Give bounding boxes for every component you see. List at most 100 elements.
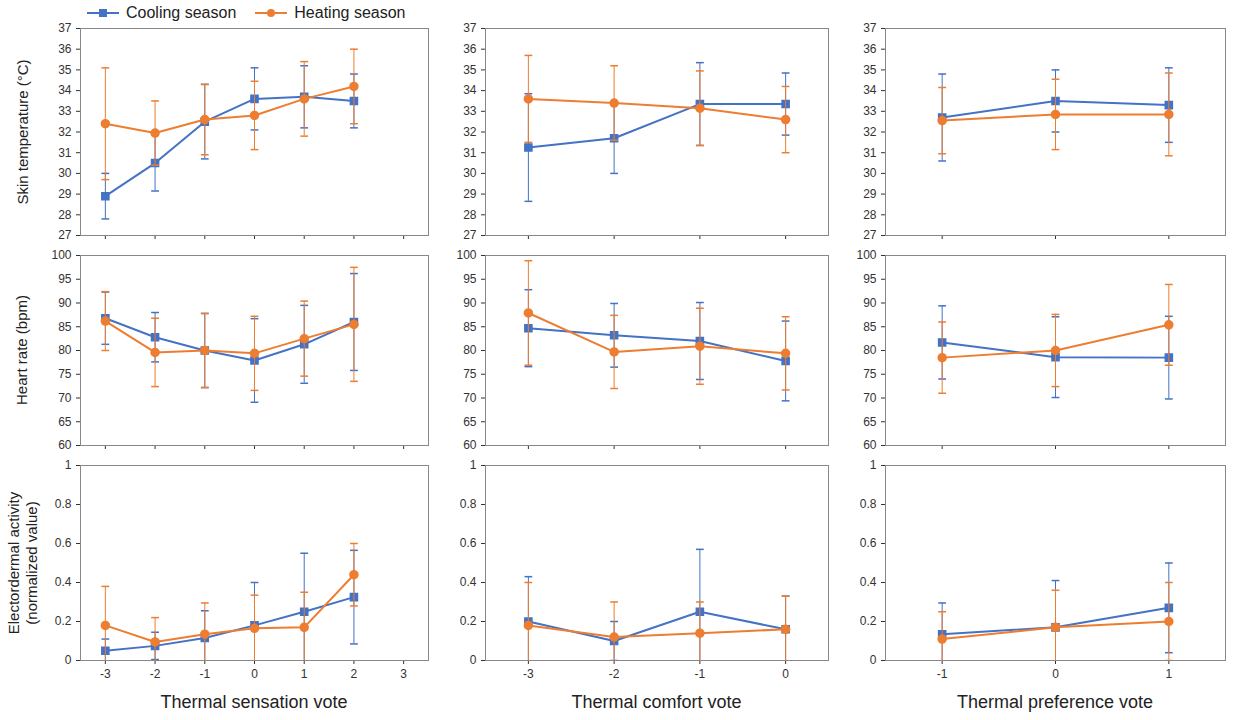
svg-text:32: 32: [463, 125, 477, 139]
svg-text:1: 1: [870, 458, 877, 472]
svg-text:90: 90: [863, 296, 877, 310]
svg-text:34: 34: [58, 83, 72, 97]
svg-text:0: 0: [470, 653, 477, 667]
svg-text:0: 0: [870, 653, 877, 667]
svg-text:-1: -1: [695, 667, 706, 681]
svg-text:95: 95: [863, 272, 877, 286]
svg-text:0: 0: [782, 667, 789, 681]
svg-text:34: 34: [863, 83, 877, 97]
svg-text:65: 65: [463, 415, 477, 429]
html-text:Thermal comfort vote: Thermal comfort vote: [571, 692, 742, 712]
svg-text:33: 33: [58, 104, 72, 118]
svg-text:-2: -2: [150, 667, 161, 681]
html-text:Skin temperature (°C): Skin temperature (°C): [13, 58, 30, 205]
svg-text:31: 31: [463, 146, 477, 160]
svg-text:37: 37: [863, 21, 877, 35]
svg-text:100: 100: [456, 248, 476, 262]
svg-text:-3: -3: [523, 667, 534, 681]
svg-text:27: 27: [863, 228, 877, 242]
svg-text:1: 1: [301, 667, 308, 681]
svg-text:35: 35: [463, 63, 477, 77]
svg-text:28: 28: [58, 208, 72, 222]
svg-text:31: 31: [863, 146, 877, 160]
svg-text:27: 27: [58, 228, 72, 242]
svg-text:1: 1: [470, 458, 477, 472]
svg-text:-1: -1: [199, 667, 210, 681]
svg-text:60: 60: [863, 438, 877, 452]
svg-text:70: 70: [58, 391, 72, 405]
svg-text:29: 29: [863, 187, 877, 201]
svg-text:29: 29: [58, 187, 72, 201]
svg-text:36: 36: [863, 42, 877, 56]
svg-text:34: 34: [463, 83, 477, 97]
svg-text:70: 70: [463, 391, 477, 405]
svg-text:2: 2: [351, 667, 358, 681]
svg-text:0.4: 0.4: [55, 575, 72, 589]
svg-text:30: 30: [463, 166, 477, 180]
svg-text:28: 28: [463, 208, 477, 222]
svg-text:75: 75: [58, 367, 72, 381]
svg-text:-2: -2: [609, 667, 620, 681]
svg-text:80: 80: [863, 343, 877, 357]
svg-text:0: 0: [65, 653, 72, 667]
svg-text:80: 80: [58, 343, 72, 357]
svg-text:37: 37: [58, 21, 72, 35]
svg-text:37: 37: [463, 21, 477, 35]
svg-text:80: 80: [463, 343, 477, 357]
svg-text:-3: -3: [100, 667, 111, 681]
svg-text:35: 35: [863, 63, 877, 77]
svg-text:0.6: 0.6: [460, 536, 477, 550]
svg-text:35: 35: [58, 63, 72, 77]
svg-text:60: 60: [463, 438, 477, 452]
svg-text:32: 32: [863, 125, 877, 139]
svg-text:95: 95: [58, 272, 72, 286]
svg-text:0.8: 0.8: [860, 497, 877, 511]
svg-text:65: 65: [863, 415, 877, 429]
svg-text:30: 30: [58, 166, 72, 180]
svg-text:0.8: 0.8: [55, 497, 72, 511]
html-text:Cooling season: Cooling season: [126, 4, 237, 21]
svg-text:0.4: 0.4: [460, 575, 477, 589]
html-text:Heart rate (bpm): Heart rate (bpm): [13, 295, 30, 405]
svg-text:85: 85: [863, 320, 877, 334]
svg-text:36: 36: [58, 42, 72, 56]
svg-text:3: 3: [400, 667, 407, 681]
svg-text:27: 27: [463, 228, 477, 242]
svg-text:32: 32: [58, 125, 72, 139]
svg-text:1: 1: [65, 458, 72, 472]
svg-text:-1: -1: [937, 667, 948, 681]
svg-text:0.4: 0.4: [860, 575, 877, 589]
svg-text:36: 36: [463, 42, 477, 56]
svg-text:100: 100: [51, 248, 71, 262]
svg-text:95: 95: [463, 272, 477, 286]
svg-text:0.2: 0.2: [55, 614, 72, 628]
svg-text:100: 100: [856, 248, 876, 262]
svg-text:0: 0: [251, 667, 258, 681]
svg-text:30: 30: [863, 166, 877, 180]
svg-text:0.2: 0.2: [860, 614, 877, 628]
svg-text:60: 60: [58, 438, 72, 452]
html-text:Heating season: Heating season: [294, 4, 406, 21]
html-text:Thermal sensation vote: Thermal sensation vote: [160, 692, 348, 712]
svg-text:85: 85: [58, 320, 72, 334]
svg-text:0.8: 0.8: [460, 497, 477, 511]
svg-text:33: 33: [463, 104, 477, 118]
svg-text:90: 90: [463, 296, 477, 310]
svg-text:90: 90: [58, 296, 72, 310]
html-text:Electordermal activity (normal: Electordermal activity (normalized value…: [4, 491, 39, 634]
svg-text:29: 29: [463, 187, 477, 201]
svg-text:70: 70: [863, 391, 877, 405]
svg-text:75: 75: [463, 367, 477, 381]
svg-text:31: 31: [58, 146, 72, 160]
svg-text:33: 33: [863, 104, 877, 118]
svg-text:85: 85: [463, 320, 477, 334]
svg-text:0.6: 0.6: [55, 536, 72, 550]
html-text:Thermal preference vote: Thermal preference vote: [957, 692, 1153, 712]
svg-text:1: 1: [1165, 667, 1172, 681]
svg-text:65: 65: [58, 415, 72, 429]
svg-text:0.2: 0.2: [460, 614, 477, 628]
svg-text:0.6: 0.6: [860, 536, 877, 550]
svg-text:0: 0: [1052, 667, 1059, 681]
svg-text:75: 75: [863, 367, 877, 381]
svg-text:28: 28: [863, 208, 877, 222]
